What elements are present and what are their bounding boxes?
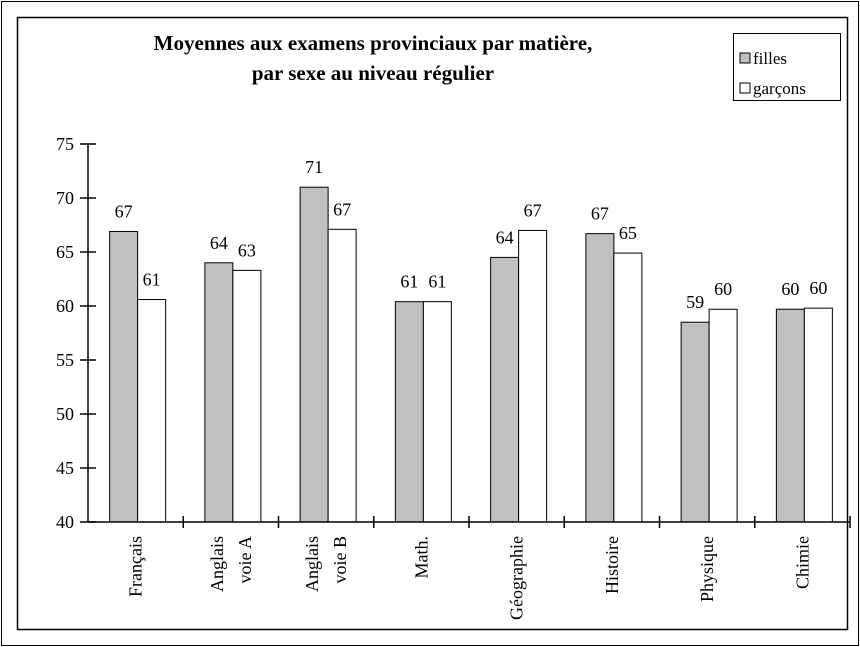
value-label: 59 — [686, 292, 704, 312]
bar — [394, 301, 424, 523]
x-tick-label: Anglais voie A — [207, 536, 255, 592]
bar — [708, 308, 738, 523]
y-tick-label: 45 — [56, 458, 74, 478]
bar — [518, 229, 548, 523]
y-tick-label: 70 — [56, 188, 74, 208]
x-tick-label: Français — [126, 536, 146, 597]
x-tick-label: Anglais voie B — [302, 536, 350, 592]
y-tick-label: 50 — [56, 404, 74, 424]
value-label: 60 — [809, 278, 827, 298]
bar — [232, 269, 262, 523]
x-tick-label: Chimie — [792, 536, 812, 589]
legend-box — [733, 33, 841, 101]
x-tick-label: Géographie — [507, 536, 527, 620]
bar — [803, 307, 833, 523]
legend-swatch — [739, 82, 751, 94]
legend-label: garçons — [753, 79, 806, 98]
value-label: 60 — [714, 279, 732, 299]
y-tick-label: 55 — [56, 350, 74, 370]
y-tick-label: 65 — [56, 242, 74, 262]
bar — [775, 308, 805, 523]
value-label: 61 — [428, 272, 446, 292]
value-label: 67 — [115, 201, 133, 221]
value-label: 67 — [591, 204, 609, 224]
bar — [299, 186, 329, 523]
value-label: 67 — [333, 199, 351, 219]
bar — [109, 230, 139, 523]
value-label: 71 — [305, 157, 323, 177]
value-label: 61 — [400, 272, 418, 292]
value-label: 64 — [210, 233, 228, 253]
value-label: 65 — [619, 223, 637, 243]
bar — [327, 228, 357, 523]
x-tick-label: Physique — [697, 536, 717, 602]
legend-swatch — [739, 52, 751, 64]
bar — [585, 233, 615, 523]
value-label: 61 — [143, 270, 161, 290]
value-label: 64 — [496, 227, 514, 247]
bar — [422, 301, 452, 523]
legend-label: filles — [753, 49, 787, 68]
bar — [490, 256, 520, 523]
value-label: 60 — [781, 279, 799, 299]
chart-title: Moyennes aux examens provinciaux par mat… — [154, 31, 593, 85]
value-label: 63 — [238, 240, 256, 260]
bar — [680, 321, 710, 523]
y-tick-label: 60 — [56, 296, 74, 316]
x-tick-label: Histoire — [602, 536, 622, 594]
x-tick-label: Math. — [411, 536, 431, 579]
bar — [137, 299, 167, 523]
y-tick-label: 75 — [56, 134, 74, 154]
bar — [204, 262, 234, 523]
y-tick-label: 40 — [56, 512, 74, 532]
value-label: 67 — [524, 200, 542, 220]
bar — [613, 252, 643, 523]
